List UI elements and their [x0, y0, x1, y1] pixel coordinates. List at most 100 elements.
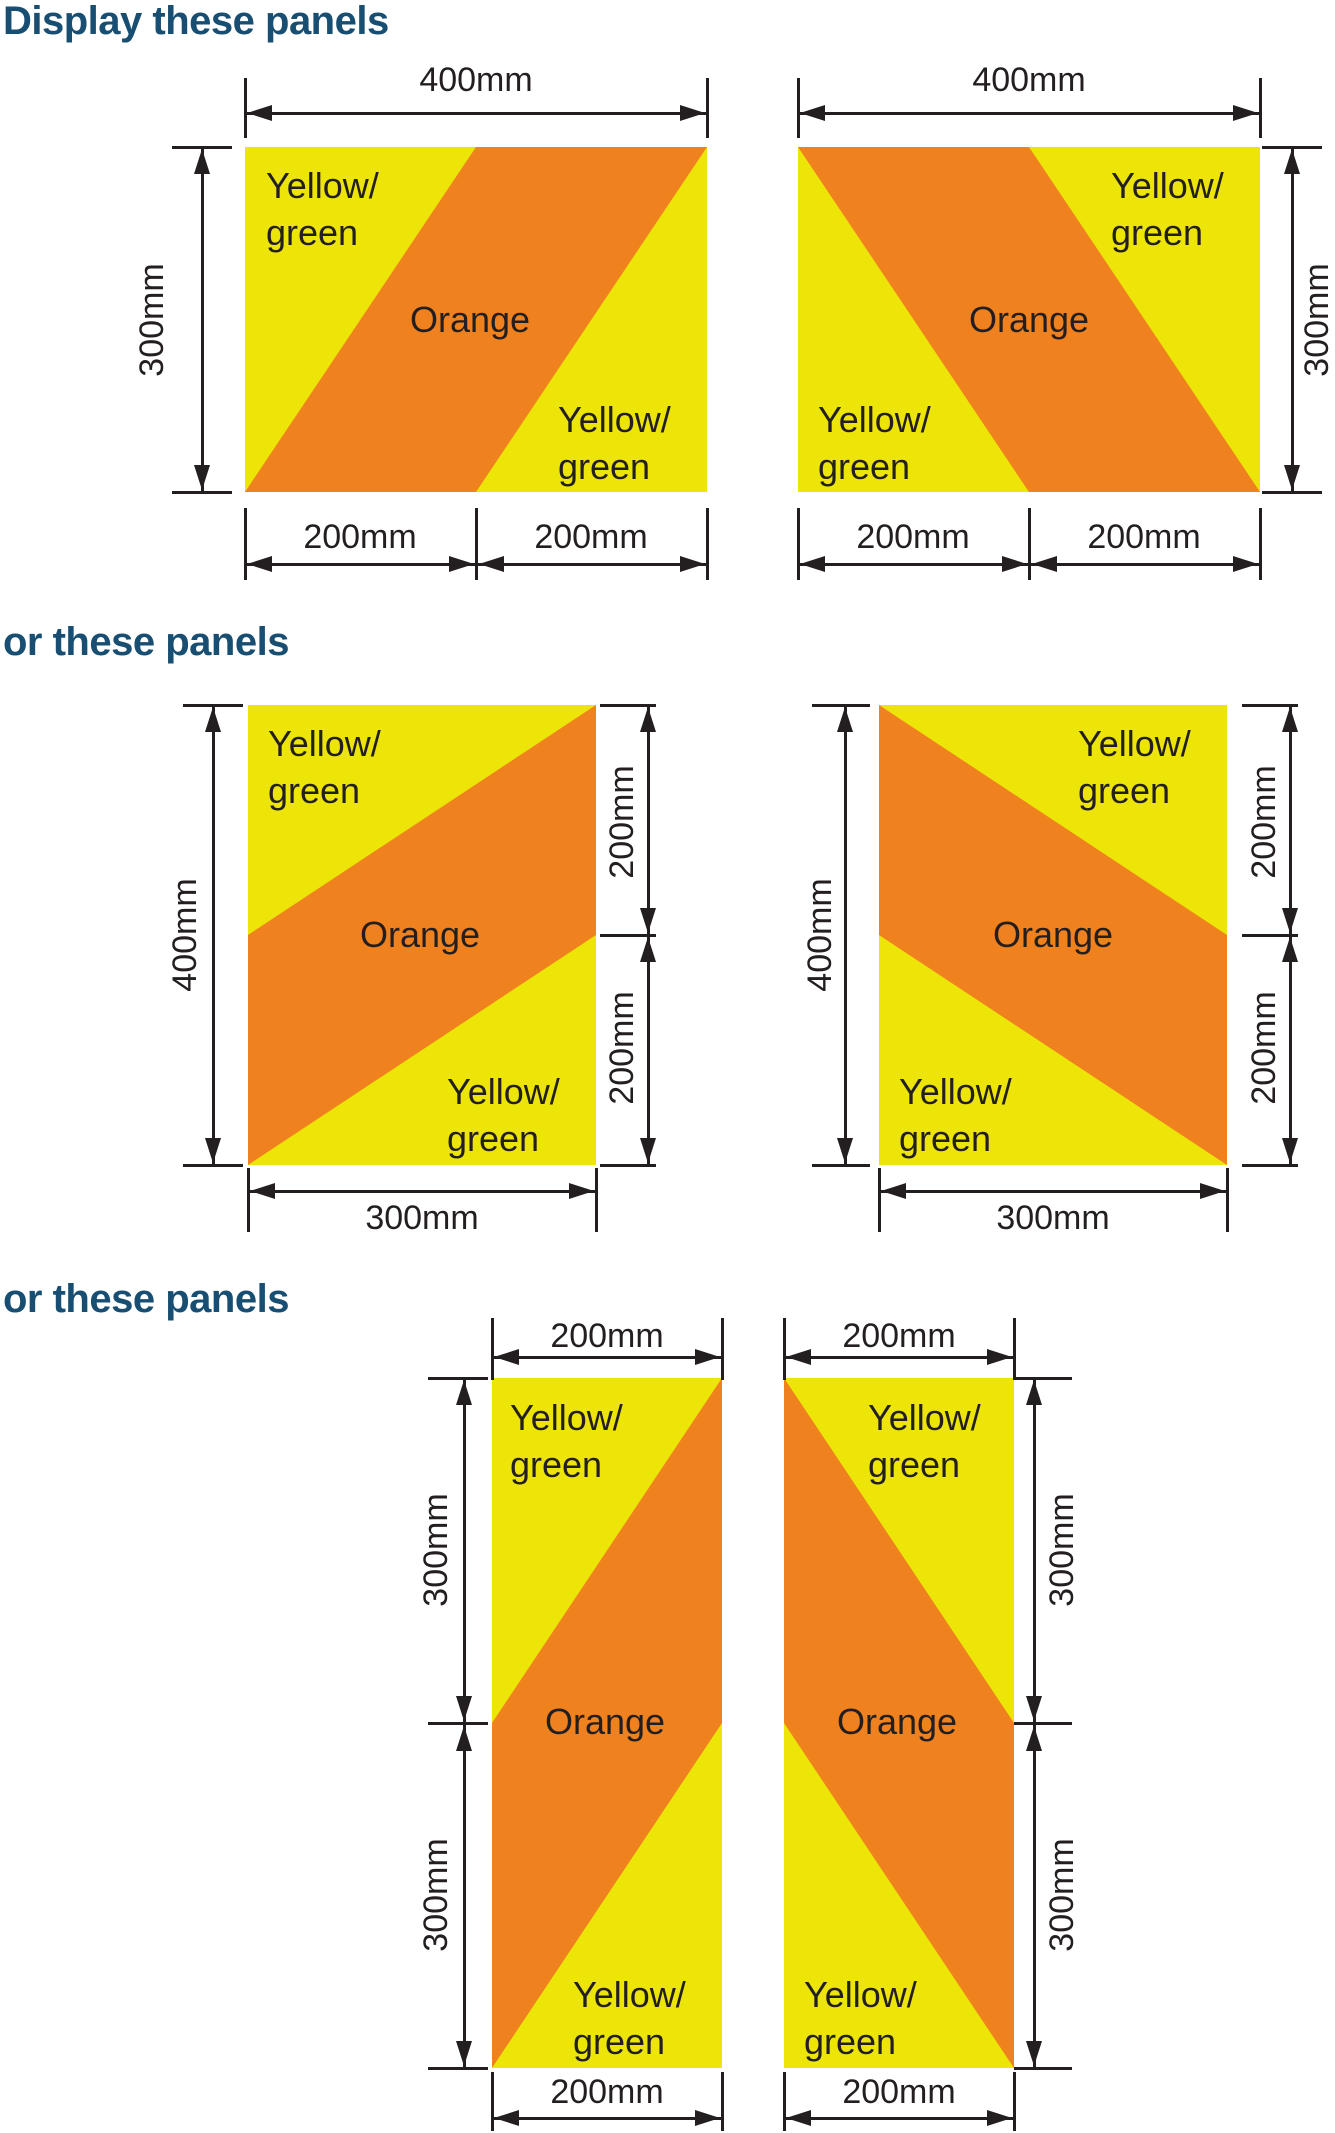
dimension-line [1259, 78, 1262, 138]
dim-label-panel1-width: 400mm [419, 61, 533, 99]
dimension-line [600, 704, 656, 707]
heading-or-these-panels-3: or these panels [3, 1277, 289, 1321]
arrowhead-icon [695, 1349, 720, 1365]
arrowhead-icon [786, 1349, 811, 1365]
dimension-line [1259, 508, 1262, 580]
panel2-label-yellow-green-top-right: Yellow/ green [1111, 165, 1224, 253]
panel6-label-yellow-green-bottom: Yellow/ green [804, 1974, 917, 2062]
dim-label-panel4-right-top: 200mm [1245, 765, 1283, 879]
dimension-line [491, 1318, 494, 1380]
dim-label-panel4-width: 300mm [996, 1199, 1110, 1237]
dimension-line [1028, 508, 1031, 580]
dim-label-panel2-width: 400mm [972, 61, 1086, 99]
dimension-line [428, 2067, 488, 2070]
arrowhead-icon [987, 2110, 1012, 2126]
dimension-line [247, 1168, 250, 1232]
arrowhead-icon [494, 1349, 519, 1365]
dimension-line [878, 1168, 881, 1232]
arrowhead-icon [640, 707, 656, 732]
panel-200x600-right [784, 1378, 1014, 2068]
dimension-line [1014, 2067, 1072, 2070]
dimension-line [812, 704, 870, 707]
arrowhead-icon [194, 149, 210, 174]
dim-label-panel6-right-bottom: 300mm [1043, 1838, 1081, 1952]
panel5-label-orange: Orange [544, 1701, 666, 1742]
panel-300x400-right [879, 705, 1227, 1165]
panel1-label-yellow-green-top-left: Yellow/ green [266, 165, 379, 253]
dimension-line [783, 2072, 786, 2131]
arrowhead-icon [1282, 937, 1298, 962]
heading-display-these-panels: Display these panels [3, 0, 389, 43]
dimension-line [1014, 1722, 1072, 1725]
orange-diagonal-stripe [879, 705, 1227, 1165]
dimension-line [248, 1190, 596, 1193]
dimension-line [245, 563, 707, 566]
dimension-line [1262, 491, 1322, 494]
dimension-line [600, 934, 656, 937]
dimension-line [798, 112, 1260, 115]
dimension-line [797, 78, 800, 138]
arrowhead-icon [1026, 1380, 1042, 1405]
arrowhead-icon [640, 937, 656, 962]
dimension-line [1291, 147, 1294, 492]
arrowhead-icon [456, 1696, 472, 1721]
arrowhead-icon [786, 2110, 811, 2126]
dimension-line [492, 2117, 722, 2120]
panel3-label-yellow-green-top-left: Yellow/ green [268, 723, 381, 811]
panel4-label-yellow-green-top-right: Yellow/ green [1078, 723, 1191, 811]
arrowhead-icon [881, 1183, 906, 1199]
arrowhead-icon [205, 707, 221, 732]
dim-label-panel2-bottom-left: 200mm [856, 518, 970, 556]
dimension-line [1226, 1168, 1229, 1232]
dimension-line [1013, 1318, 1016, 1380]
dimension-line [245, 112, 707, 115]
dim-label-panel5-left-top: 300mm [417, 1493, 455, 1607]
panel2-label-orange: Orange [968, 299, 1090, 340]
panel1-label-yellow-green-bottom-right: Yellow/ green [558, 399, 671, 487]
panel-400x300-left [245, 147, 707, 492]
dimension-line [492, 1356, 722, 1359]
arrowhead-icon [640, 908, 656, 933]
arrowhead-icon [1200, 1183, 1225, 1199]
dim-label-panel3-right-top: 200mm [603, 765, 641, 879]
dimension-line [244, 508, 247, 580]
arrowhead-icon [250, 1183, 275, 1199]
arrowhead-icon [1026, 2041, 1042, 2066]
arrowhead-icon [569, 1183, 594, 1199]
panel4-label-yellow-green-bottom-left: Yellow/ green [899, 1071, 1012, 1159]
dimension-line [428, 1377, 488, 1380]
dimension-line [491, 2072, 494, 2131]
dim-label-panel4-height: 400mm [801, 878, 839, 992]
panel1-label-orange: Orange [409, 299, 531, 340]
arrowhead-icon [456, 1726, 472, 1751]
dimension-line [797, 508, 800, 580]
panel5-label-yellow-green-top: Yellow/ green [510, 1397, 623, 1485]
dimension-line [798, 563, 1260, 566]
dim-label-panel3-right-bottom: 200mm [603, 991, 641, 1105]
dimension-line [1013, 2072, 1016, 2131]
dim-label-panel6-right-top: 300mm [1043, 1493, 1081, 1607]
dim-label-panel1-bottom-right: 200mm [534, 518, 648, 556]
arrowhead-icon [1282, 1138, 1298, 1163]
panel-400x300-right [798, 147, 1260, 492]
dim-label-panel3-height: 400mm [166, 878, 204, 992]
heading-or-these-panels-2: or these panels [3, 620, 289, 664]
panel6-label-orange: Orange [836, 1701, 958, 1742]
dimension-line [844, 705, 847, 1165]
dimension-line [812, 1164, 870, 1167]
arrowhead-icon [1026, 1726, 1042, 1751]
dimension-line [600, 1164, 656, 1167]
dimension-line [706, 508, 709, 580]
dimension-line [183, 704, 243, 707]
arrowhead-icon [449, 556, 474, 572]
dim-label-panel1-height: 300mm [133, 263, 171, 377]
dimension-line [1242, 1164, 1298, 1167]
dimension-line [183, 1164, 243, 1167]
arrowhead-icon [800, 556, 825, 572]
arrowhead-icon [837, 1138, 853, 1163]
dimension-line [172, 491, 232, 494]
panel3-label-orange: Orange [359, 914, 481, 955]
dimension-line [244, 78, 247, 138]
arrowhead-icon [1032, 556, 1057, 572]
